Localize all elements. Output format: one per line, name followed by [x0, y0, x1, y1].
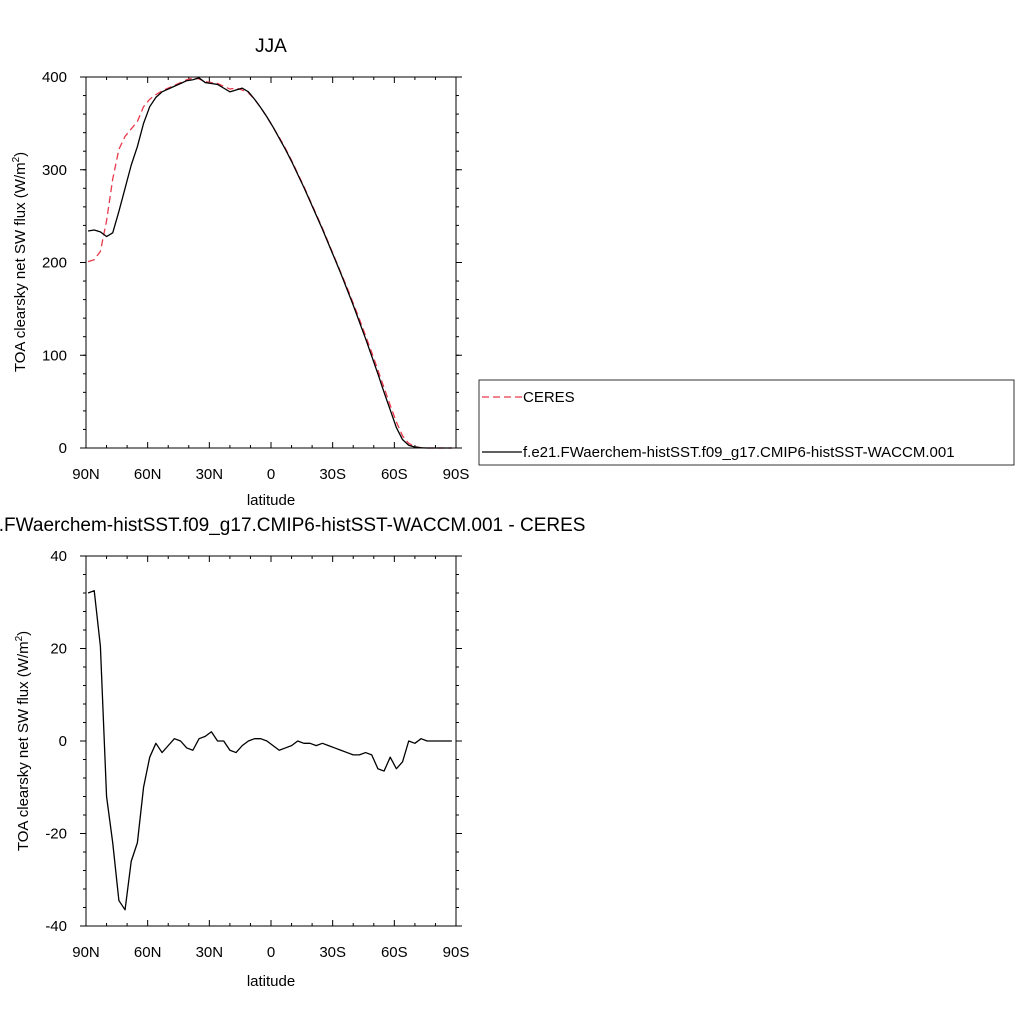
- bottom-x-tick-label: 60N: [134, 944, 162, 961]
- bottom-grid-ticks: 90N 60N 30N 0 30S 60S 90S -40 -20 0 20 40: [45, 548, 469, 961]
- top-plot-frame: [85, 76, 457, 449]
- bottom-x-tick-label: 0: [267, 944, 275, 961]
- bottom-series-line-0: [87, 590, 452, 911]
- top-x-tick-label: 0: [267, 466, 275, 483]
- top-x-tick-label: 30S: [319, 466, 346, 483]
- bottom-x-tick-label: 30S: [319, 944, 346, 961]
- top-y-tick-label: 200: [42, 255, 67, 272]
- bottom-y-axis-label: TOA clearsky net SW flux (W/m2): [14, 631, 32, 851]
- top-series-line-0: [87, 77, 452, 449]
- top-x-tick-label: 30N: [196, 466, 224, 483]
- top-x-axis-label: latitude: [247, 492, 295, 509]
- bottom-plot-frame: [85, 555, 457, 927]
- top-chart-title: JJA: [255, 36, 287, 57]
- bottom-x-tick-label: 90S: [443, 944, 470, 961]
- legend-label-ceres: CERES: [523, 389, 575, 406]
- bottom-chart-title: f.e21.FWaerchem-histSST.f09_g17.CMIP6-hi…: [0, 515, 585, 536]
- bottom-y-tick-label: -20: [45, 826, 67, 843]
- top-x-tick-label: 90N: [72, 466, 100, 483]
- top-legend: CERES f.e21.FWaerchem-histSST.f09_g17.CM…: [478, 379, 1015, 466]
- top-y-tick-label: 0: [59, 440, 67, 457]
- bottom-y-tick-label: 20: [50, 641, 67, 658]
- top-x-tick-label: 90S: [443, 466, 470, 483]
- bottom-y-tick-label: -40: [45, 918, 67, 935]
- bottom-x-tick-label: 30N: [196, 944, 224, 961]
- bottom-x-tick-label: 90N: [72, 944, 100, 961]
- legend-box: [478, 379, 1015, 466]
- top-y-tick-label: 100: [42, 347, 67, 364]
- top-series-line-1: [87, 77, 452, 449]
- bottom-x-axis-label: latitude: [247, 973, 295, 990]
- top-y-tick-label: 400: [42, 69, 67, 86]
- top-grid-ticks: 90N 60N 30N 0 30S 60S 90S 0 100 200 300 400: [42, 69, 469, 483]
- bottom-x-tick-label: 60S: [381, 944, 408, 961]
- top-series-group: [87, 77, 452, 449]
- top-y-axis-label: TOA clearsky net SW flux (W/m2): [11, 152, 29, 372]
- top-x-tick-label: 60N: [134, 466, 162, 483]
- legend-label-model: f.e21.FWaerchem-histSST.f09_g17.CMIP6-hi…: [523, 444, 955, 461]
- bottom-chart-panel: f.e21.FWaerchem-histSST.f09_g17.CMIP6-hi…: [0, 515, 585, 990]
- top-y-tick-label: 300: [42, 162, 67, 179]
- bottom-series-group: [87, 590, 452, 911]
- top-x-tick-label: 60S: [381, 466, 408, 483]
- top-chart-panel: JJA 90N 60N 30N 0 30S 60S 90S 0 100 200 300 400 lat…: [11, 36, 1015, 509]
- bottom-y-tick-label: 40: [50, 548, 67, 565]
- bottom-y-tick-label: 0: [59, 733, 67, 750]
